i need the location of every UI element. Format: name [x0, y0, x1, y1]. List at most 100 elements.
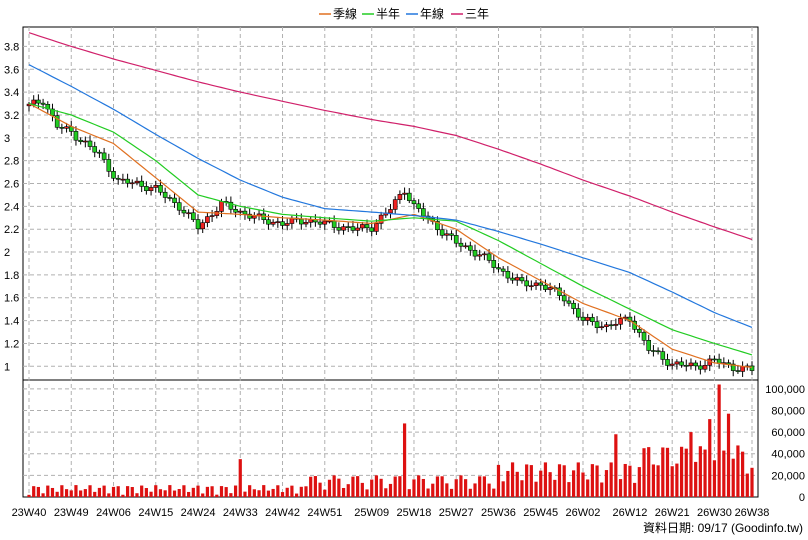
- candle-body: [158, 185, 163, 193]
- volume-bar: [604, 470, 609, 497]
- volume-bar: [233, 485, 238, 497]
- volume-bar: [46, 485, 50, 497]
- volume-bar: [633, 482, 637, 497]
- volume-bar: [525, 464, 529, 497]
- candle-body: [369, 227, 375, 232]
- volume-bar: [515, 471, 519, 497]
- time-tick-label: 26W30: [697, 507, 732, 519]
- candle-body: [669, 363, 675, 366]
- volume-bar: [182, 485, 186, 497]
- volume-bar: [426, 488, 430, 497]
- volume-bar: [722, 450, 726, 497]
- price-tick-label: 1.6: [4, 293, 19, 305]
- price-tick-label: 3.6: [4, 64, 19, 76]
- volume-bar: [60, 485, 64, 497]
- candle-body: [749, 365, 755, 371]
- candle-body: [129, 182, 135, 185]
- candle-body: [712, 358, 717, 361]
- volume-bar: [741, 451, 745, 497]
- price-tick-label: 3.4: [4, 87, 19, 99]
- candle-body: [402, 192, 407, 195]
- candle-body: [406, 192, 412, 201]
- volume-bar: [745, 473, 749, 497]
- volume-tick-label: 60,000: [771, 427, 805, 439]
- volume-bar: [454, 479, 458, 497]
- candle-body: [378, 214, 384, 224]
- candle-body: [162, 191, 168, 198]
- volume-axis: 0 20,000 40,000 60,000 80,000 100,000: [765, 384, 805, 504]
- candle-body: [167, 197, 173, 199]
- legend-item-quarter: 季線: [319, 6, 357, 21]
- volume-bar: [280, 492, 285, 497]
- time-tick-label: 23W40: [12, 507, 47, 519]
- volume-bar: [365, 489, 369, 497]
- volume-bar: [135, 493, 139, 497]
- candle-body: [101, 152, 107, 160]
- volume-bar: [313, 476, 317, 497]
- volume-bar: [618, 479, 623, 497]
- volume-bar: [628, 465, 632, 497]
- candle-body: [735, 370, 741, 372]
- volume-bar: [478, 476, 482, 497]
- candle-body: [519, 277, 525, 282]
- candle-body: [36, 99, 41, 104]
- time-tick-label: 24W33: [223, 507, 258, 519]
- volume-bar: [374, 475, 379, 497]
- candle-body: [120, 178, 126, 181]
- candle-body: [322, 220, 328, 225]
- volume-bar: [205, 486, 210, 497]
- candle-body: [655, 350, 661, 353]
- time-tick-label: 26W02: [566, 507, 601, 519]
- candle-body: [228, 201, 234, 210]
- volume-bar: [553, 479, 557, 497]
- candle-body: [411, 200, 417, 205]
- candle-body: [275, 221, 281, 223]
- volume-bar: [285, 487, 289, 497]
- volume-bar: [464, 479, 468, 497]
- time-tick-label: 26W12: [613, 507, 648, 519]
- candle-body: [31, 99, 36, 105]
- candle-body: [73, 131, 79, 141]
- candle-body: [561, 295, 567, 302]
- candle-body: [54, 115, 60, 128]
- volume-bar: [698, 446, 702, 497]
- volume-bar: [407, 489, 411, 497]
- candle-body: [195, 219, 201, 230]
- volume-bar: [665, 447, 670, 497]
- candle-body: [181, 209, 187, 214]
- volume-bar: [107, 493, 111, 497]
- candle-body: [468, 245, 473, 251]
- volume-bar: [158, 489, 163, 497]
- volume-bar: [510, 462, 515, 497]
- candle-body: [40, 102, 46, 105]
- price-tick-label: 1.4: [4, 316, 19, 328]
- volume-bar: [69, 490, 73, 497]
- legend-label: 年線: [420, 6, 444, 21]
- candle-body: [125, 178, 130, 184]
- volume-bar: [243, 491, 247, 497]
- volume-bar: [689, 432, 693, 497]
- candle-body: [651, 350, 656, 352]
- volume-bar: [360, 482, 364, 497]
- candle-body: [665, 359, 670, 366]
- volume-bar: [675, 463, 679, 497]
- volume-bar: [449, 488, 454, 497]
- volume-bar: [252, 489, 256, 497]
- candle-body: [364, 224, 370, 229]
- candle-body: [486, 253, 492, 261]
- candle-body: [298, 218, 304, 225]
- time-tick-label: 26W21: [655, 507, 690, 519]
- volume-tick-label: 0: [799, 492, 805, 504]
- price-axis: 1 1.2 1.4 1.6 1.8 2 2.2 2.4 2.6 2.8 3 3.2 3.4 3.6 3.8: [4, 41, 19, 373]
- candle-body: [144, 186, 149, 192]
- candle-body: [200, 222, 206, 230]
- volume-bar: [266, 490, 271, 497]
- volume-bar: [417, 475, 421, 497]
- volume-bar: [290, 485, 294, 497]
- ma-line-2: [28, 64, 753, 328]
- volume-bar: [276, 485, 280, 497]
- candle-body: [172, 197, 177, 203]
- time-tick-label: 25W18: [397, 507, 432, 519]
- volume-bar: [337, 478, 341, 497]
- volume-bar: [703, 449, 707, 497]
